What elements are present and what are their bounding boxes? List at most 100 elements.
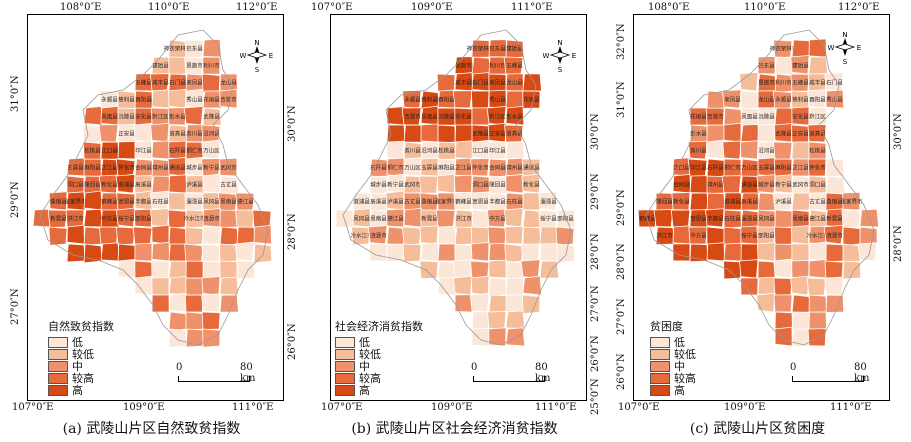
county-polygon	[219, 88, 238, 109]
county-label: 万山区	[203, 147, 220, 155]
legend-swatch	[650, 372, 670, 384]
svg-text:N: N	[557, 39, 562, 47]
county-polygon	[505, 105, 525, 126]
legend-label: 低	[72, 336, 83, 349]
figure-caption: (b) 武陵山片区社会经济消贫指数	[351, 421, 558, 437]
county-label: 吉首市	[220, 96, 237, 104]
county-polygon	[48, 226, 68, 246]
svg-text:W: W	[828, 44, 835, 52]
legend-label: 中	[674, 360, 685, 373]
county-label: 德江县	[809, 215, 826, 223]
county-label: 石门县	[169, 79, 186, 87]
county-label: 松桃县	[809, 147, 826, 155]
county-label: 城步县	[758, 182, 775, 189]
county-polygon	[184, 56, 204, 76]
bottom-tick: 111°0″E	[232, 402, 274, 413]
legend: 贫困度 低 较低 中 较高 高	[650, 318, 696, 397]
bottom-tick: 109°0″E	[724, 402, 766, 413]
county-label: 隆回县	[489, 181, 506, 189]
county-label: 邵阳县	[557, 215, 574, 223]
left-tick: 27°0″N	[616, 298, 627, 335]
choropleth-map: 神农架林区巴东县建始县 恩施市利川市五峰县咸丰县石门县来凤县 龙山县永顺县慈利县酉阳…	[32, 29, 273, 348]
county-polygon	[219, 226, 240, 246]
legend-title: 自然致贫指数	[48, 320, 114, 333]
legend-label: 低	[359, 336, 370, 349]
panel-a: 108°0″E 110°0″E 112°0″E 107°0″E 109°0″E …	[0, 0, 303, 442]
county-polygon	[454, 226, 475, 246]
county-polygon	[168, 174, 187, 194]
county-polygon	[808, 107, 828, 126]
county-polygon	[756, 292, 776, 313]
county-label: 正安县	[792, 130, 809, 138]
county-polygon	[791, 294, 812, 315]
county-polygon	[487, 141, 507, 160]
right-tick: 26°0″N	[590, 335, 601, 372]
county-label: 思南县	[792, 215, 809, 223]
county-polygon	[539, 260, 560, 279]
county-polygon	[774, 107, 794, 126]
county-polygon	[842, 243, 861, 264]
county-polygon	[151, 89, 171, 109]
county-label: 会同县	[135, 164, 152, 172]
county-label: 巴东县	[186, 45, 203, 53]
county-label: 龙山县	[220, 79, 237, 87]
county-label: 泸溪县	[387, 198, 404, 206]
county-polygon	[773, 141, 793, 160]
county-polygon	[185, 277, 204, 296]
scale-distance: 80 km	[854, 362, 870, 384]
legend-title: 社会经济消贫指数	[335, 320, 423, 333]
county-label: 江口县	[673, 165, 690, 172]
county-polygon	[253, 224, 272, 245]
county-label: 凤冈县	[758, 216, 775, 223]
county-label: 洪江市	[455, 215, 472, 223]
left-tick: 29°0″N	[616, 189, 627, 226]
county-label: 辰溪县	[741, 198, 758, 206]
county-polygon	[470, 275, 490, 296]
county-label: 张家界市	[435, 198, 458, 206]
county-label: 桑植县	[826, 198, 843, 206]
county-label: 溆浦县	[724, 198, 741, 206]
county-label: 新宁县	[203, 164, 220, 172]
county-polygon	[774, 226, 793, 246]
bottom-tick: 111°0″E	[535, 402, 577, 413]
county-polygon	[757, 276, 777, 296]
county-label: 洪江市	[67, 215, 84, 223]
county-label: 通道县	[523, 164, 540, 172]
county-label: 石阡县	[169, 147, 186, 155]
county-label: 务川县	[404, 147, 421, 155]
county-polygon	[167, 88, 187, 109]
county-label: 五峰县	[506, 62, 523, 70]
county-label: 彭水县	[169, 113, 186, 121]
county-label: 利川市	[489, 62, 506, 70]
county-polygon	[841, 209, 861, 229]
county-label: 安化县	[455, 113, 472, 121]
legend-row: 较低	[650, 348, 696, 361]
county-polygon	[83, 190, 103, 211]
county-polygon	[184, 226, 204, 247]
county-label: 武隆县	[472, 130, 489, 138]
county-polygon	[234, 241, 255, 262]
figure-caption: (c) 武陵山片区贫困度	[689, 421, 826, 437]
legend-swatch	[335, 360, 355, 372]
county-label: 邵阳县	[135, 215, 152, 223]
county-polygon	[351, 226, 371, 246]
county-label: 冷水江市	[350, 232, 373, 240]
top-tick: 108°0″E	[648, 2, 690, 13]
legend-label: 中	[72, 360, 83, 373]
county-polygon	[723, 242, 743, 262]
county-polygon	[452, 90, 473, 109]
county-polygon	[505, 277, 525, 296]
county-label: 石柱县	[152, 198, 169, 206]
county-label: 安化县	[792, 113, 809, 121]
county-label: 利川市	[203, 62, 220, 70]
county-polygon	[168, 192, 187, 211]
county-polygon	[202, 56, 221, 75]
county-polygon	[98, 124, 119, 143]
county-polygon	[219, 243, 238, 263]
legend-swatch	[335, 336, 355, 348]
svg-text:E: E	[269, 52, 273, 60]
county-label: 芷江县	[101, 164, 118, 172]
county-label: 慈利县	[421, 96, 438, 104]
county-polygon	[133, 208, 153, 228]
county-label: 涟源市	[370, 232, 387, 240]
